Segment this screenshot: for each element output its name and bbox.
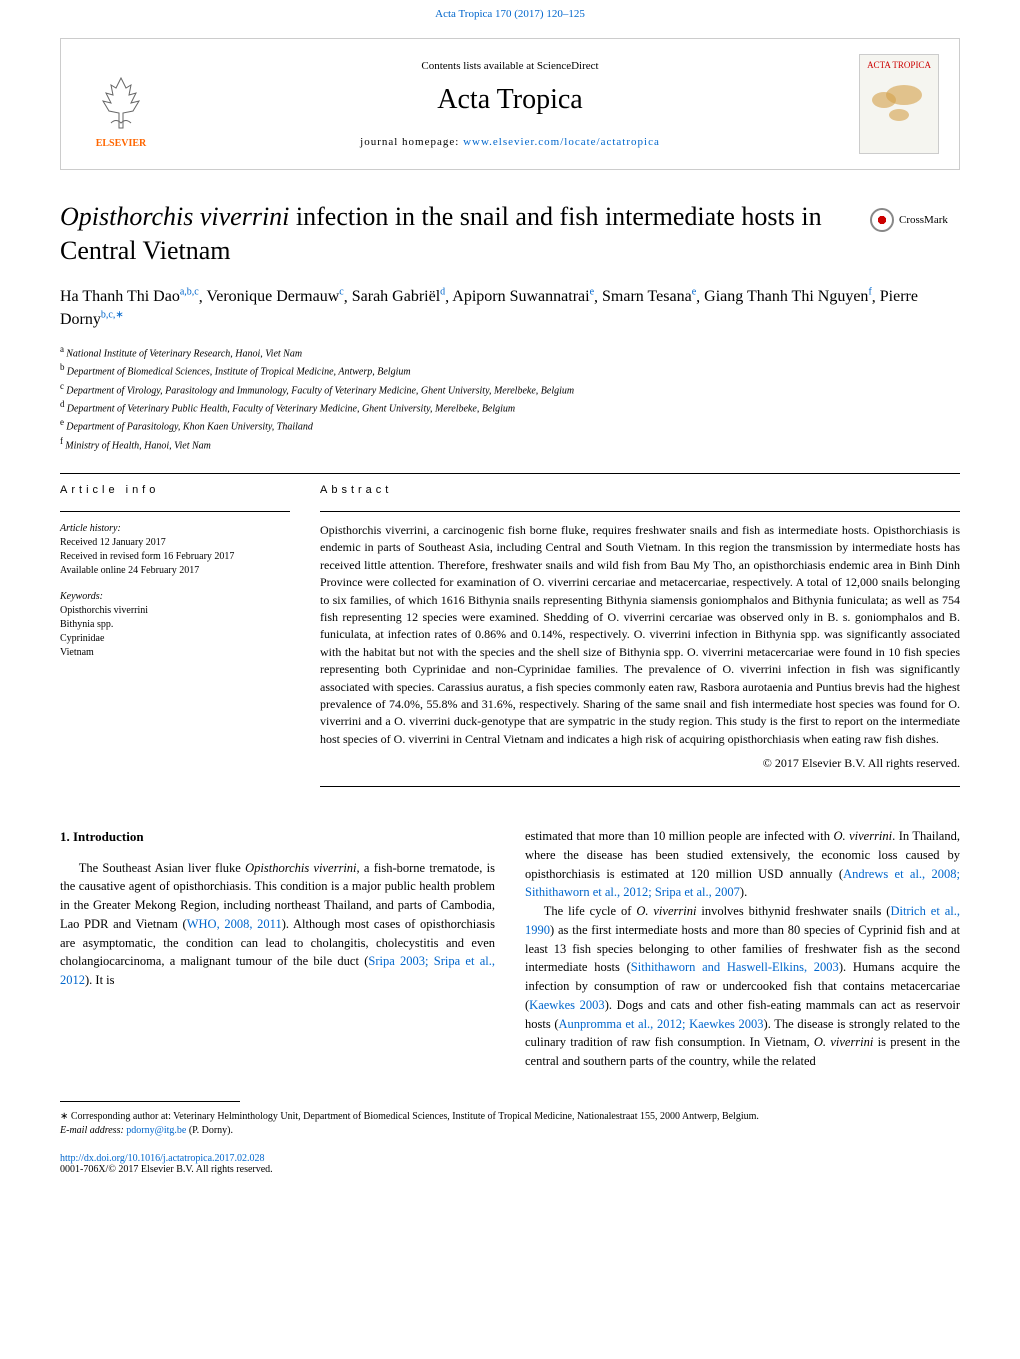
article-header: Opisthorchis viverrini infection in the … [60,200,960,797]
elsevier-logo: ELSEVIER [81,59,161,149]
article-title: Opisthorchis viverrini infection in the … [60,200,850,268]
abstract-head: abstract [320,484,960,496]
homepage-text: journal homepage: www.elsevier.com/locat… [161,136,859,148]
intro-head: 1. Introduction [60,827,495,847]
info-divider [60,511,290,512]
ref-who[interactable]: WHO, 2008, 2011 [187,917,282,931]
title-row: Opisthorchis viverrini infection in the … [60,200,960,268]
keywords-label: Keywords: [60,590,290,604]
author-sup: d [440,287,445,298]
affiliation: c Department of Virology, Parasitology a… [60,380,960,398]
title-italic: Opisthorchis viverrini [60,202,289,231]
corresponding-author: ∗ Corresponding author at: Veterinary He… [60,1110,960,1138]
corr-text: ∗ Corresponding author at: Veterinary He… [60,1110,960,1124]
ref-sithithaworn[interactable]: Sithithaworn and Haswell-Elkins, 2003 [631,960,839,974]
keyword: Cyprinidae [60,632,290,646]
author: Smarn Tesanae [602,288,696,305]
keyword: Opisthorchis viverrini [60,604,290,618]
affiliation: b Department of Biomedical Sciences, Ins… [60,361,960,379]
contents-label: Contents lists available at [421,60,536,72]
copyright: © 2017 Elsevier B.V. All rights reserved… [320,756,960,771]
crossmark-icon [870,208,894,232]
doi-link[interactable]: http://dx.doi.org/10.1016/j.actatropica.… [60,1153,265,1164]
elsevier-text: ELSEVIER [96,138,147,149]
cover-title: ACTA TROPICA [867,60,931,70]
divider [60,473,960,474]
history-label: Article history: [60,522,290,536]
article-history: Article history: Received 12 January 201… [60,522,290,578]
issn-text: 0001-706X/© 2017 Elsevier B.V. All right… [60,1164,960,1175]
cover-map-icon [869,80,929,130]
citation-link[interactable]: Acta Tropica 170 (2017) 120–125 [435,8,585,20]
author: Apiporn Suwannatraie [452,288,594,305]
running-header: Acta Tropica 170 (2017) 120–125 [0,0,1020,28]
keyword: Bithynia spp. [60,618,290,632]
abstract-end-divider [320,786,960,787]
author: Ha Thanh Thi Daoa,b,c [60,288,199,305]
ref-kaewkes[interactable]: Kaewkes 2003 [529,998,605,1012]
received-date: Received 12 January 2017 [60,536,290,550]
email-link[interactable]: pdorny@itg.be [126,1125,186,1136]
affiliation: e Department of Parasitology, Khon Kaen … [60,416,960,434]
abstract-text: Opisthorchis viverrini, a carcinogenic f… [320,522,960,748]
author-sup: a,b,c [180,287,199,298]
doi-section: http://dx.doi.org/10.1016/j.actatropica.… [60,1153,960,1175]
author-sup: f [868,287,871,298]
abstract: abstract Opisthorchis viverrini, a carci… [320,484,960,797]
sciencedirect-link[interactable]: ScienceDirect [537,60,599,72]
author: Giang Thanh Thi Nguyenf [704,288,872,305]
affiliations-list: a National Institute of Veterinary Resea… [60,343,960,453]
homepage-link[interactable]: www.elsevier.com/locate/actatropica [463,136,660,148]
email-label: E-mail address: [60,1125,126,1136]
email-line: E-mail address: pdorny@itg.be (P. Dorny)… [60,1124,960,1138]
author-sup: c [339,287,343,298]
info-abstract-row: article info Article history: Received 1… [60,484,960,797]
author-sup: e [590,287,594,298]
contents-text: Contents lists available at ScienceDirec… [161,60,859,72]
crossmark-badge[interactable]: CrossMark [870,200,960,240]
journal-center: Contents lists available at ScienceDirec… [161,60,859,148]
affiliation: a National Institute of Veterinary Resea… [60,343,960,361]
revised-date: Received in revised form 16 February 201… [60,550,290,564]
column-left: 1. Introduction The Southeast Asian live… [60,827,495,1071]
online-date: Available online 24 February 2017 [60,564,290,578]
intro-para-1-cont: estimated that more than 10 million peop… [525,827,960,902]
affiliation: d Department of Veterinary Public Health… [60,398,960,416]
journal-name: Acta Tropica [161,84,859,116]
column-right: estimated that more than 10 million peop… [525,827,960,1071]
author: Sarah Gabriëld [352,288,445,305]
info-head: article info [60,484,290,496]
journal-cover: ACTA TROPICA [859,54,939,154]
affiliation: f Ministry of Health, Hanoi, Viet Nam [60,435,960,453]
author-sup: b,c,∗ [101,309,124,320]
intro-para-1: The Southeast Asian liver fluke Opisthor… [60,859,495,990]
article-info: article info Article history: Received 1… [60,484,290,797]
authors-list: Ha Thanh Thi Daoa,b,c, Veronique Dermauw… [60,286,960,331]
author: Veronique Dermauwc [206,288,343,305]
abstract-divider [320,511,960,512]
journal-header-box: ELSEVIER Contents lists available at Sci… [60,38,960,170]
keywords-section: Keywords: Opisthorchis viverriniBithynia… [60,590,290,660]
body-section: 1. Introduction The Southeast Asian live… [60,827,960,1071]
keyword: Vietnam [60,646,290,660]
author-sup: e [692,287,696,298]
elsevier-tree-icon [91,73,151,133]
crossmark-label: CrossMark [899,214,948,226]
homepage-label: journal homepage: [360,136,463,148]
email-suffix: (P. Dorny). [186,1125,233,1136]
footnote-divider [60,1101,240,1102]
intro-para-2: The life cycle of O. viverrini involves … [525,902,960,1071]
ref-aunpromma[interactable]: Aunpromma et al., 2012; Kaewkes 2003 [559,1017,764,1031]
